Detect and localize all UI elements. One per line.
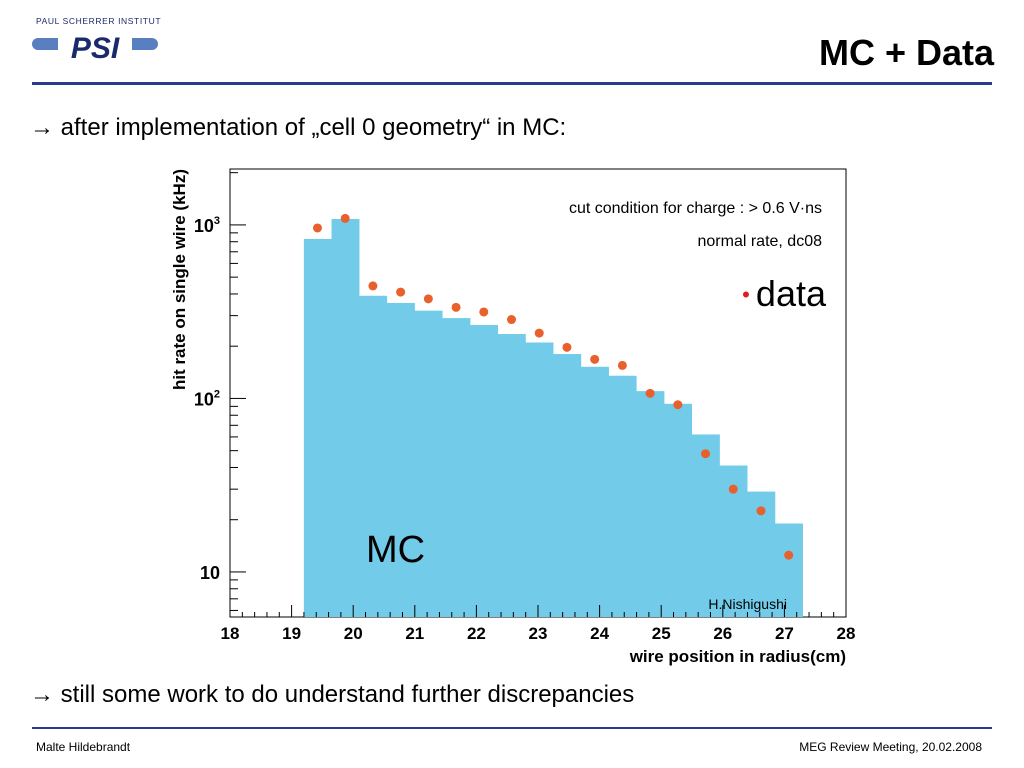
bullet-conclusion: → still some work to do understand furth… <box>30 681 635 708</box>
header-divider <box>32 82 992 85</box>
mc-bin <box>303 238 332 618</box>
mc-bin <box>553 354 582 617</box>
logo-mark-text: PSI <box>71 32 120 65</box>
data-point <box>396 287 406 297</box>
x-tick-label: 28 <box>837 624 856 643</box>
y-axis-label: hit rate on single wire (kHz) <box>170 169 189 390</box>
mc-bin <box>692 434 720 617</box>
mc-label: MC <box>366 529 425 571</box>
x-tick-label: 22 <box>467 624 486 643</box>
y-tick-label: 103 <box>194 215 220 236</box>
x-tick-label: 21 <box>405 624 424 643</box>
bullet-intro: → after implementation of „cell 0 geomet… <box>30 114 567 141</box>
data-point <box>645 388 655 398</box>
institute-name: PAUL SCHERRER INSTITUT <box>36 16 162 26</box>
x-tick-label: 24 <box>590 624 609 643</box>
mc-bin <box>525 342 554 617</box>
data-point <box>312 223 322 233</box>
x-axis-label: wire position in radius(cm) <box>629 647 846 666</box>
data-point <box>673 400 683 410</box>
footer-author: Malte Hildebrandt <box>36 740 131 754</box>
mc-bin <box>387 302 415 617</box>
mc-bin <box>414 310 443 617</box>
data-point <box>590 354 600 364</box>
psi-logo: PAUL SCHERRER INSTITUT PSI <box>30 14 162 70</box>
legend-data-label: • data <box>742 273 827 314</box>
data-point <box>507 315 517 325</box>
x-tick-label: 27 <box>775 624 794 643</box>
data-point <box>701 449 711 459</box>
x-tick-label: 18 <box>221 624 240 643</box>
mc-bin <box>470 324 498 617</box>
mc-bin <box>331 219 360 617</box>
mc-bin <box>442 318 471 617</box>
y-tick-label: 10 <box>200 563 220 583</box>
data-point <box>340 213 350 223</box>
data-point <box>423 294 433 304</box>
mc-bin <box>581 366 609 617</box>
rate-condition-label: normal rate, dc08 <box>697 233 822 250</box>
cut-condition-label: cut condition for charge : > 0.6 V·ns <box>569 200 822 217</box>
footer-divider <box>32 727 992 729</box>
mc-bin <box>775 523 803 617</box>
mc-bin <box>497 334 526 617</box>
data-point <box>534 328 544 338</box>
data-point <box>562 342 572 352</box>
x-tick-label: 26 <box>713 624 732 643</box>
mc-bin <box>636 391 665 617</box>
footer-event: MEG Review Meeting, 20.02.2008 <box>799 740 982 754</box>
data-point <box>728 484 738 494</box>
slide-title: MC + Data <box>818 32 994 73</box>
data-point <box>756 506 766 516</box>
data-point <box>451 302 461 312</box>
mc-bin <box>359 295 388 617</box>
psi-logo-mark: PSI <box>32 28 158 65</box>
x-tick-label: 25 <box>652 624 671 643</box>
mc-bin <box>664 403 692 617</box>
credit-label: H.Nishigushi <box>708 596 787 612</box>
y-tick-label: 102 <box>194 388 220 409</box>
data-point <box>479 307 489 317</box>
x-tick-label: 20 <box>344 624 363 643</box>
mc-bin <box>608 375 637 617</box>
data-point <box>784 550 794 560</box>
x-tick-label: 19 <box>282 624 301 643</box>
data-point <box>617 360 627 370</box>
data-point <box>368 281 378 291</box>
x-tick-label: 23 <box>529 624 548 643</box>
